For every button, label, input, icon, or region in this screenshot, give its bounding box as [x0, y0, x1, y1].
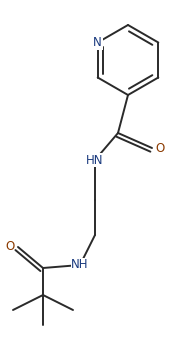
Text: O: O — [155, 141, 164, 155]
Text: N: N — [93, 36, 102, 49]
Text: O: O — [6, 240, 15, 254]
Text: NH: NH — [71, 258, 89, 272]
Text: HN: HN — [86, 154, 104, 167]
